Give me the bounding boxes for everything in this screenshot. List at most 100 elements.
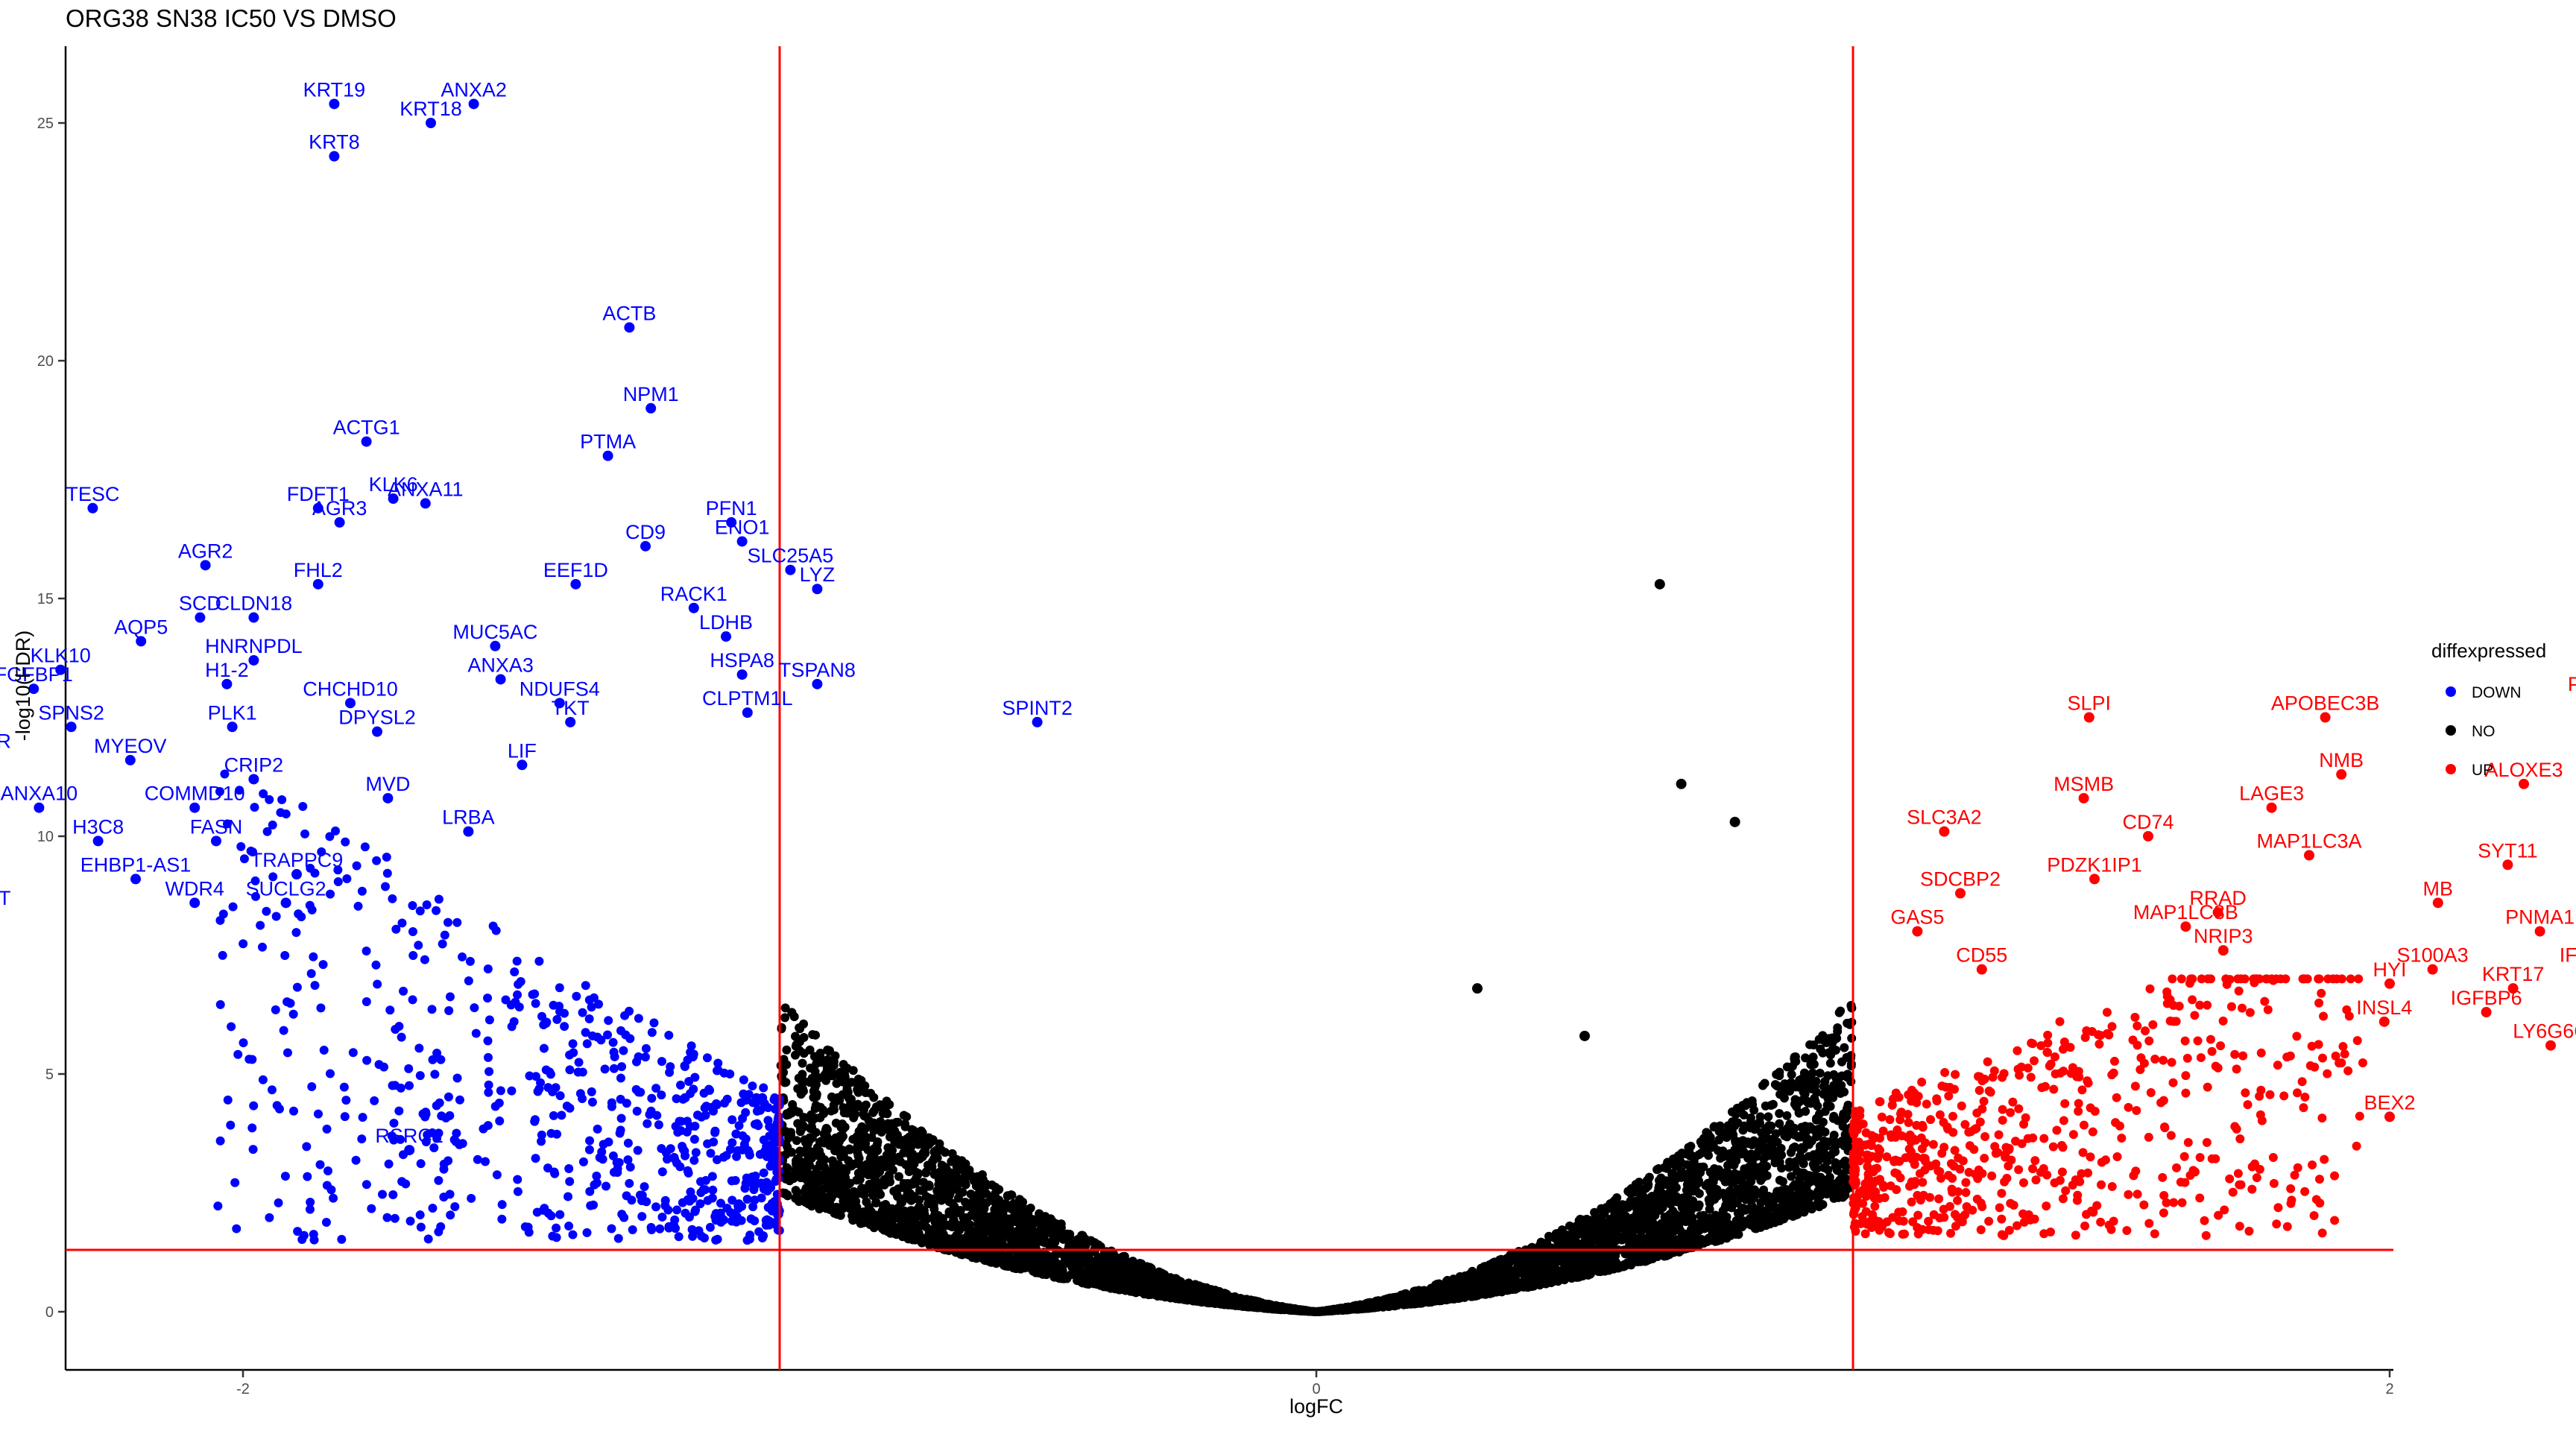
point-no: [1599, 1205, 1609, 1215]
point-no: [1815, 1068, 1825, 1078]
point-no: [1761, 1101, 1770, 1111]
point-no: [1626, 1189, 1635, 1198]
point-no: [805, 1045, 815, 1055]
point-no: [1837, 1071, 1847, 1081]
point-no: [780, 1003, 790, 1013]
axes: -4-20240510152025: [37, 46, 2394, 1397]
point-no: [812, 1091, 821, 1101]
point-no: [905, 1132, 915, 1142]
x-tick-label: 2: [2385, 1381, 2393, 1397]
point-no: [811, 1196, 821, 1206]
point-no: [1642, 1175, 1652, 1185]
point-no: [1726, 1191, 1736, 1201]
point-no: [1622, 1225, 1632, 1235]
point-no: [796, 1173, 806, 1183]
point-no: [1675, 1152, 1685, 1162]
point-no: [1764, 1112, 1773, 1122]
point-no: [1074, 1259, 1084, 1269]
point-no: [1716, 1154, 1726, 1163]
point-no: [915, 1186, 924, 1195]
point-no: [1807, 1084, 1816, 1093]
point-no: [1693, 1202, 1703, 1212]
point-no: [1747, 1096, 1757, 1106]
point-no: [1820, 1076, 1830, 1086]
point-no: [1846, 1001, 1856, 1011]
point-no: [787, 1008, 797, 1017]
point-no: [1775, 1109, 1784, 1119]
point-no: [1610, 1236, 1620, 1246]
point-no: [1775, 1071, 1784, 1081]
point-no: [1590, 1207, 1600, 1217]
point-no: [1676, 1228, 1686, 1237]
point-no: [1643, 1206, 1652, 1216]
point-no: [1702, 1128, 1711, 1137]
point-no: [1704, 1233, 1714, 1243]
point-no: [1801, 1053, 1811, 1063]
point-no: [1757, 1207, 1767, 1217]
point-no: [897, 1198, 907, 1207]
point-no: [905, 1181, 915, 1190]
point-no: [1052, 1228, 1062, 1237]
point-no: [895, 1209, 905, 1219]
point-no: [1504, 1285, 1514, 1295]
point-no: [777, 1072, 786, 1081]
point-no: [1638, 1193, 1647, 1203]
point-no: [1710, 1185, 1720, 1195]
point-no: [1017, 1251, 1027, 1260]
point-no: [1711, 1169, 1720, 1178]
point-no: [929, 1147, 939, 1157]
point-no: [1746, 1196, 1756, 1206]
point-no: [1815, 1141, 1825, 1151]
point-no: [1745, 1213, 1755, 1223]
point-no: [829, 1105, 839, 1115]
point-no: [1818, 1184, 1828, 1193]
point-no: [930, 1196, 940, 1206]
point-no: [1024, 1263, 1034, 1272]
point-no: [947, 1210, 957, 1219]
point-no: [859, 1211, 868, 1221]
point-no: [836, 1152, 846, 1162]
point-no: [783, 1191, 792, 1201]
point-no: [1749, 1105, 1759, 1115]
point-no: [1782, 1111, 1792, 1120]
point-no: [976, 1205, 986, 1215]
point-no: [1699, 1221, 1708, 1231]
point-no: [837, 1145, 847, 1154]
point-no: [965, 1168, 974, 1178]
point-no: [919, 1206, 929, 1216]
point-no: [1758, 1081, 1768, 1090]
point-no: [869, 1093, 879, 1102]
point-no: [780, 1013, 790, 1023]
point-no: [1840, 1043, 1849, 1052]
point-no: [883, 1216, 893, 1226]
point-no: [962, 1201, 972, 1211]
point-no: [855, 1084, 865, 1093]
point-no: [935, 1139, 944, 1149]
point-no: [1847, 1034, 1857, 1043]
point-no: [1578, 1272, 1588, 1281]
point-no: [992, 1228, 1002, 1238]
point-no: [819, 1162, 829, 1172]
y-tick-label: 15: [37, 591, 54, 607]
point-no: [1705, 1204, 1714, 1214]
point-no: [1793, 1132, 1803, 1142]
point-no: [1782, 1062, 1792, 1072]
point-no: [1797, 1143, 1807, 1152]
point-no: [1813, 1154, 1823, 1163]
point-no: [1819, 1163, 1829, 1172]
point-no: [1813, 1102, 1822, 1111]
point-no: [1698, 1213, 1708, 1222]
point-no: [846, 1094, 856, 1104]
point-no: [894, 1172, 903, 1181]
point-no: [1784, 1157, 1794, 1167]
point-no: [1825, 1058, 1835, 1068]
point-no: [1720, 1233, 1730, 1242]
y-tick-label: 5: [45, 1067, 54, 1083]
point-no: [820, 1070, 830, 1080]
point-no: [1611, 1201, 1620, 1210]
point-no: [919, 1149, 929, 1159]
point-no: [958, 1187, 967, 1197]
point-no: [1759, 1190, 1769, 1200]
point-no: [1790, 1052, 1800, 1062]
